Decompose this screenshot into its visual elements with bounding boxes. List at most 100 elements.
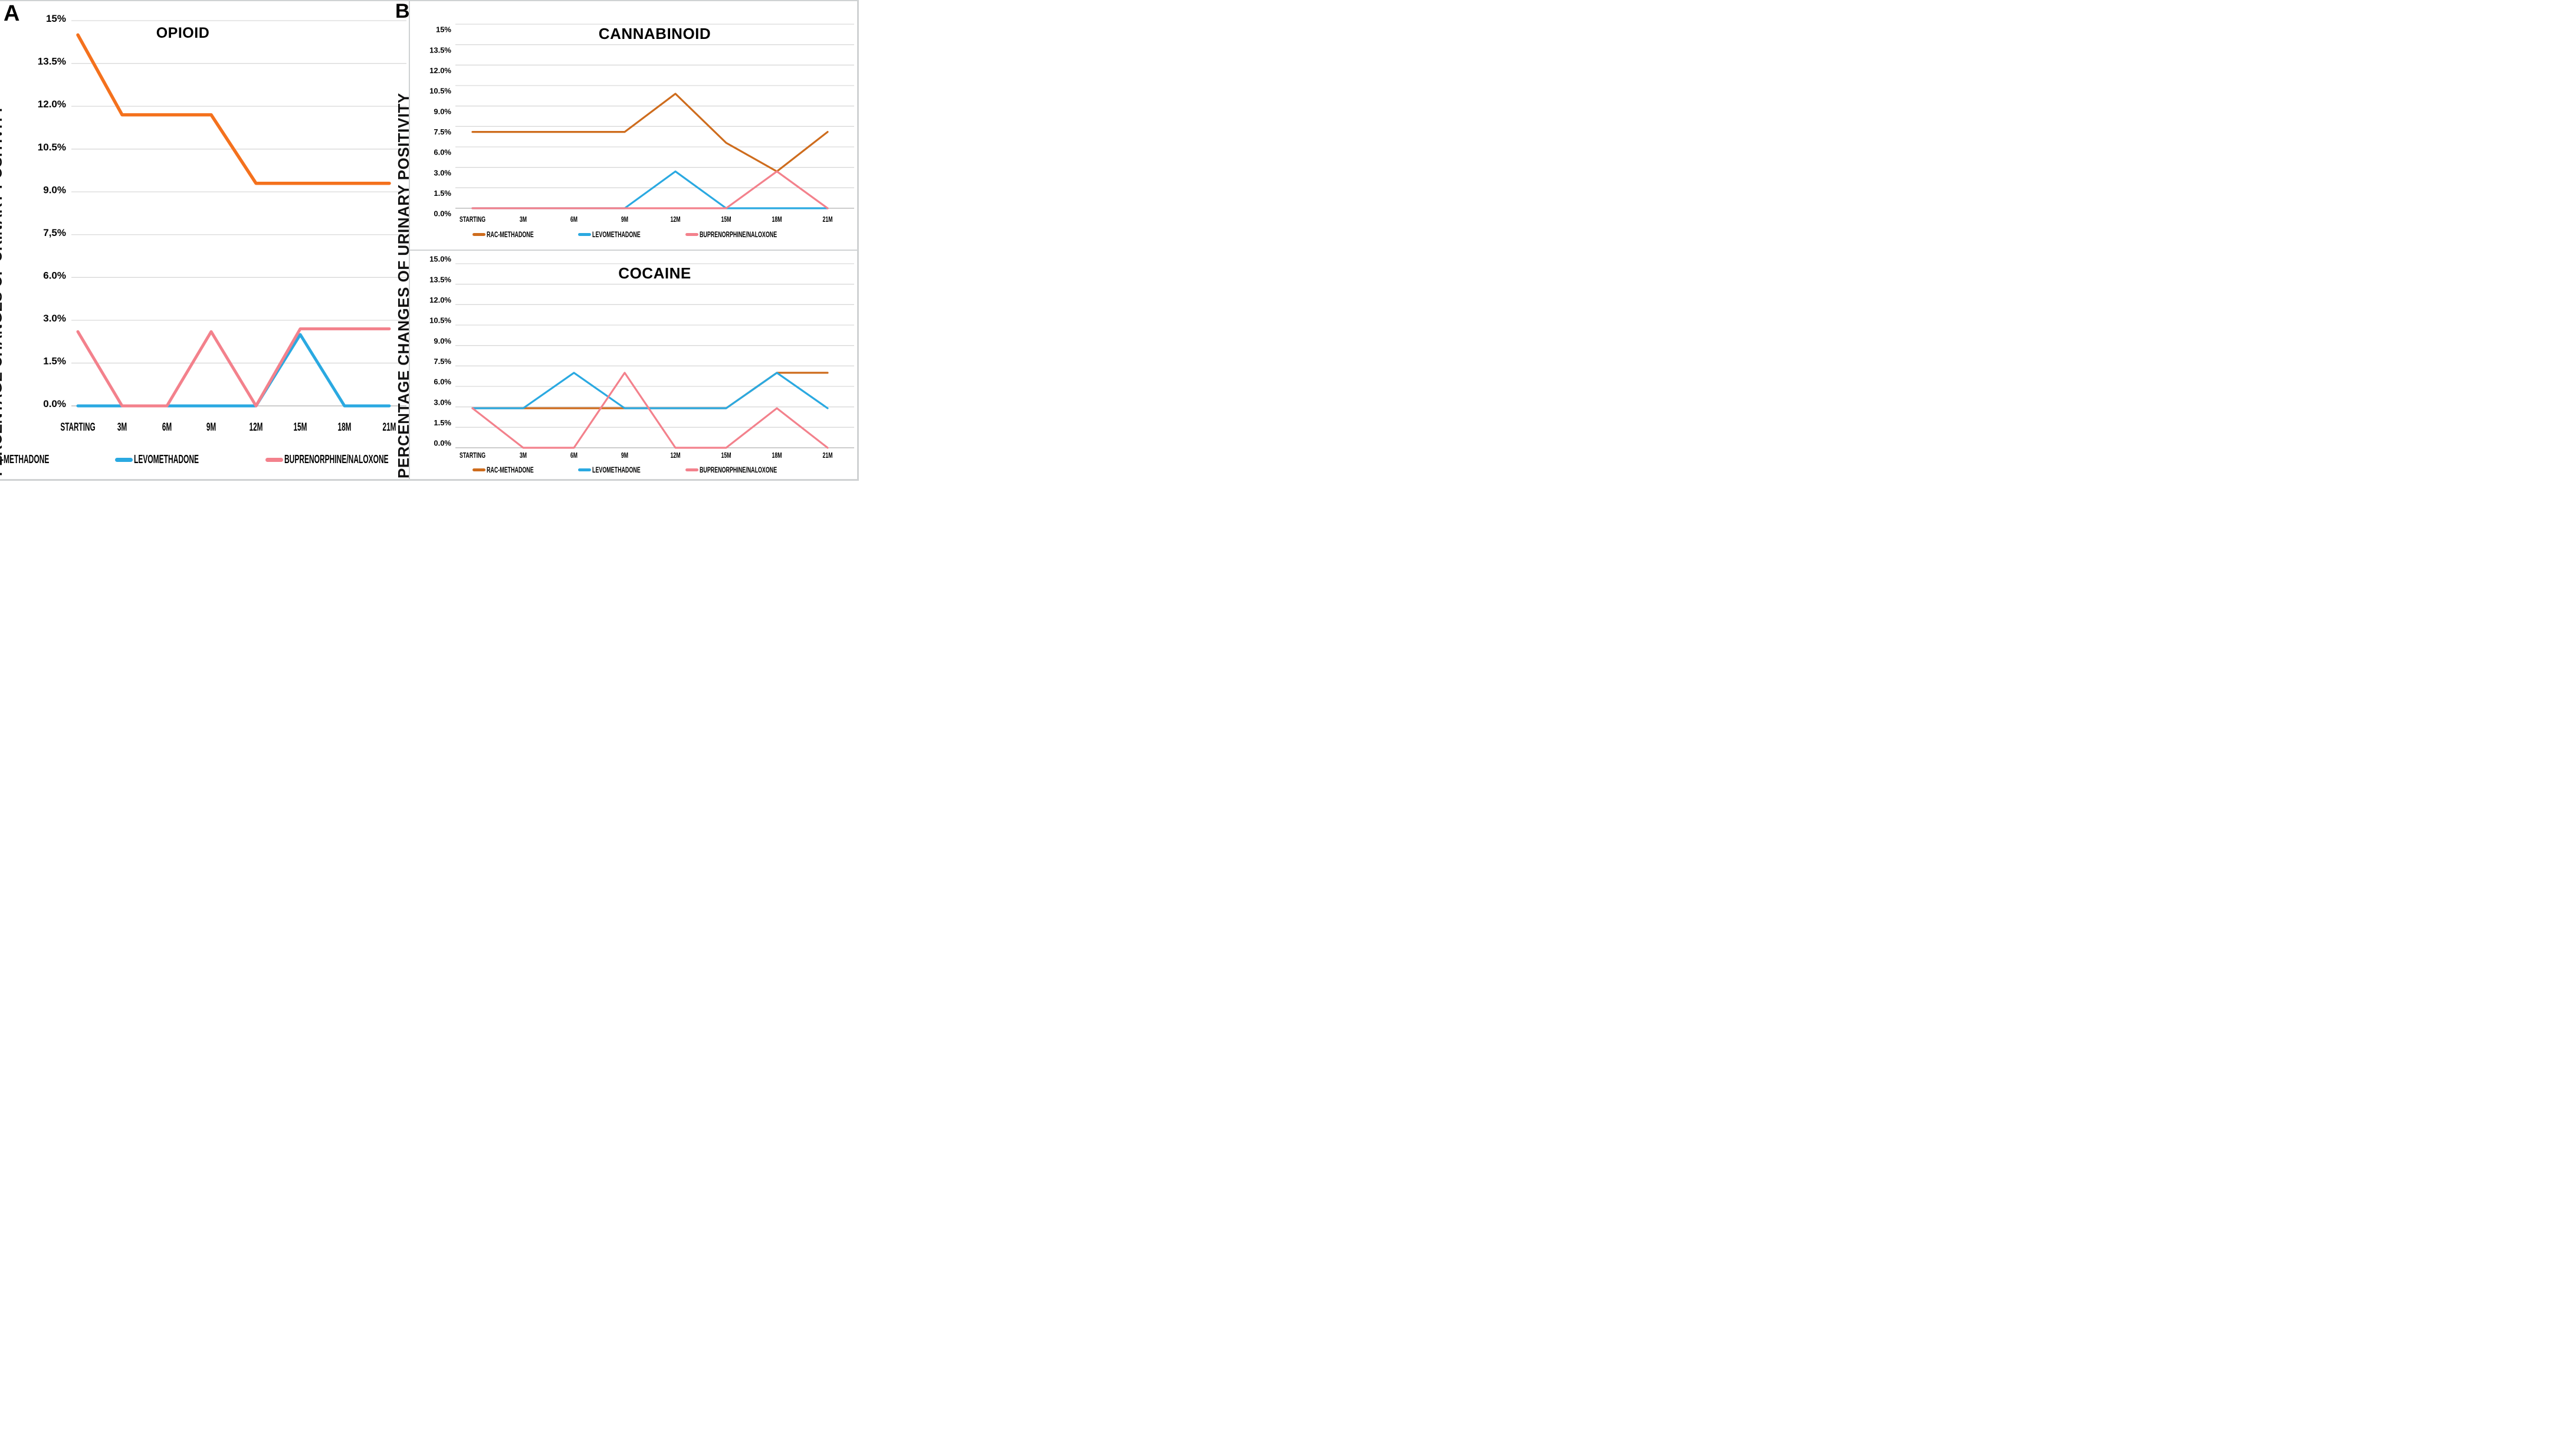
panel-b-y-axis-title: PERCENTAGE CHANGES OF URINARY POSITIVITY <box>395 93 412 478</box>
legend-swatch-icon <box>265 458 283 462</box>
chart-opioid: 15% 13.5% 12.0% 10.5% 9.0% 7,5% 6.0% 3.0% 1.5% 0.… <box>38 13 406 434</box>
y-tick-label: 13.5% <box>429 45 451 54</box>
legend-label: RAC-METHADONE <box>487 465 534 474</box>
x-category-label: 9M <box>621 452 628 460</box>
series-line-levomethadone <box>471 170 829 209</box>
x-category-label: 6M <box>570 216 577 224</box>
y-tick-label: 6.0% <box>434 148 451 157</box>
y-tick-label: 10.5% <box>429 316 451 325</box>
x-category-label: STARTING <box>60 421 95 433</box>
legend-item-buprenorphine-naloxone: BUPRENORPHINE/NALOXONE <box>685 465 817 474</box>
legend-swatch-icon <box>578 233 592 236</box>
legend-swatch-icon <box>114 458 133 462</box>
charts-canvas: 15% 13.5% 12.0% 10.5% 9.0% 7,5% 6.0% 3.0% 1.5% 0.… <box>38 13 854 460</box>
y-tick-label: 13.5% <box>38 56 66 67</box>
chart-cocaine: 15.0% 13.5% 12.0% 10.5% 9.0% 7.5% 6.0% 3.0% 1.5%… <box>429 255 854 460</box>
x-category-label: 12M <box>671 452 681 460</box>
legend-label: BUPRENORPHINE/NALOXONE <box>699 465 777 474</box>
legend-item-rac-methadone: RAC-METHADONE <box>472 230 558 239</box>
legend-label: LEVOMETHADONE <box>592 230 641 239</box>
x-category-label: 21M <box>383 421 396 433</box>
figure-urinary-positivity-charts: 15% 13.5% 12.0% 10.5% 9.0% 7,5% 6.0% 3.0% 1.5% 0.… <box>0 0 859 481</box>
legend-label: BUPRENORPHINE/NALOXONE <box>699 230 777 239</box>
legend-swatch-icon <box>685 233 698 236</box>
series-line-rac-methadone <box>471 93 829 173</box>
legend-swatch-icon <box>472 233 486 236</box>
legend-item-buprenorphine-naloxone: BUPRENORPHINE/NALOXONE <box>685 230 817 239</box>
legend-cannabinoid: RAC-METHADONE LEVOMETHADONE BUPRENORPHINE/… <box>431 230 859 239</box>
x-category-label: 3M <box>520 216 527 224</box>
legend-item-levomethadone: LEVOMETHADONE <box>114 453 242 467</box>
legend-item-buprenorphine-naloxone: BUPRENORPHINE/NALOXONE <box>265 453 458 467</box>
x-category-label: 9M <box>621 216 628 224</box>
panel-divider-vertical <box>409 0 410 481</box>
x-category-label: 15M <box>721 452 731 460</box>
x-category-label: 3M <box>117 421 127 433</box>
legend-swatch-icon <box>685 468 698 471</box>
y-tick-label: 7.5% <box>434 127 451 136</box>
series-line-rac-methadone <box>471 372 829 409</box>
legend-label: LEVOMETHADONE <box>592 465 641 474</box>
x-category-label: 21M <box>823 452 833 460</box>
legend-cocaine: RAC-METHADONE LEVOMETHADONE BUPRENORPHINE/… <box>431 465 859 474</box>
panel-a-letter: A <box>4 1 20 26</box>
legend-item-rac-methadone: RAC-METHADONE <box>0 453 91 467</box>
x-category-label: 12M <box>671 216 681 224</box>
x-category-label: STARTING <box>460 216 485 224</box>
x-category-label: 15M <box>721 216 731 224</box>
series-line-levomethadone <box>471 372 829 409</box>
legend-label: RAC-METHADONE <box>0 453 49 466</box>
y-tick-label: 13.5% <box>429 275 451 284</box>
frame-bottom <box>0 479 859 481</box>
legend-label: RAC-METHADONE <box>487 230 534 239</box>
legend-label: BUPRENORPHINE/NALOXONE <box>284 453 389 466</box>
y-tick-label: 10.5% <box>38 142 66 153</box>
y-tick-label: 6.0% <box>43 270 66 281</box>
frame-right <box>857 0 859 481</box>
panel-b-chart-separator <box>410 250 859 251</box>
x-category-label: 15M <box>294 421 307 433</box>
series-line-rac-methadone <box>76 33 391 185</box>
x-category-label: 18M <box>338 421 352 433</box>
x-category-label: 6M <box>570 452 577 460</box>
legend-item-levomethadone: LEVOMETHADONE <box>578 230 665 239</box>
series-line-buprenorphine-naloxone <box>76 327 391 408</box>
y-tick-label: 9.0% <box>434 107 451 116</box>
legend-item-levomethadone: LEVOMETHADONE <box>578 465 665 474</box>
y-tick-label: 1.5% <box>434 418 451 427</box>
y-tick-label: 7,5% <box>43 227 66 238</box>
y-tick-label: 3.0% <box>434 398 451 406</box>
y-tick-label: 12.0% <box>429 296 451 304</box>
chart-title-cocaine: COCAINE <box>618 264 691 282</box>
y-tick-label: 15% <box>436 25 451 34</box>
x-category-label: STARTING <box>460 452 485 460</box>
series-line-buprenorphine-naloxone <box>471 170 829 209</box>
x-category-label: 6M <box>162 421 172 433</box>
y-tick-label: 3.0% <box>43 313 66 324</box>
y-tick-label: 3.0% <box>434 168 451 177</box>
y-tick-label: 15% <box>46 13 66 24</box>
y-tick-label: 9.0% <box>43 184 66 195</box>
chart-title-opioid: OPIOID <box>156 25 210 41</box>
legend-label: LEVOMETHADONE <box>133 453 199 466</box>
y-tick-label: 10.5% <box>429 87 451 96</box>
y-tick-label: 12.0% <box>38 99 66 110</box>
y-tick-label: 0.0% <box>434 209 451 218</box>
legend-swatch-icon <box>472 468 486 471</box>
y-tick-label: 1.5% <box>434 189 451 198</box>
y-tick-label: 0.0% <box>434 439 451 448</box>
panel-a-y-axis-title: PERCENTAGE CHANGES OF URINARY POSITIVITY <box>0 104 5 476</box>
panel-b-letter: B <box>395 0 410 22</box>
legend-opioid: RAC-METHADONE LEVOMETHADONE BUPRENORPHINE/… <box>0 453 413 467</box>
y-tick-label: 1.5% <box>43 356 66 367</box>
legend-swatch-icon <box>578 468 592 471</box>
x-category-label: 21M <box>823 216 833 224</box>
x-category-label: 9M <box>206 421 216 433</box>
x-category-label: 12M <box>250 421 263 433</box>
series-line-buprenorphine-naloxone <box>471 372 829 449</box>
y-tick-label: 6.0% <box>434 378 451 386</box>
chart-cannabinoid: 15% 13.5% 12.0% 10.5% 9.0% 7.5% 6.0% 3.0% 1.5% 0.… <box>429 24 854 224</box>
x-category-label: 3M <box>520 452 527 460</box>
y-tick-label: 15.0% <box>429 255 451 264</box>
y-tick-label: 0.0% <box>43 398 66 409</box>
